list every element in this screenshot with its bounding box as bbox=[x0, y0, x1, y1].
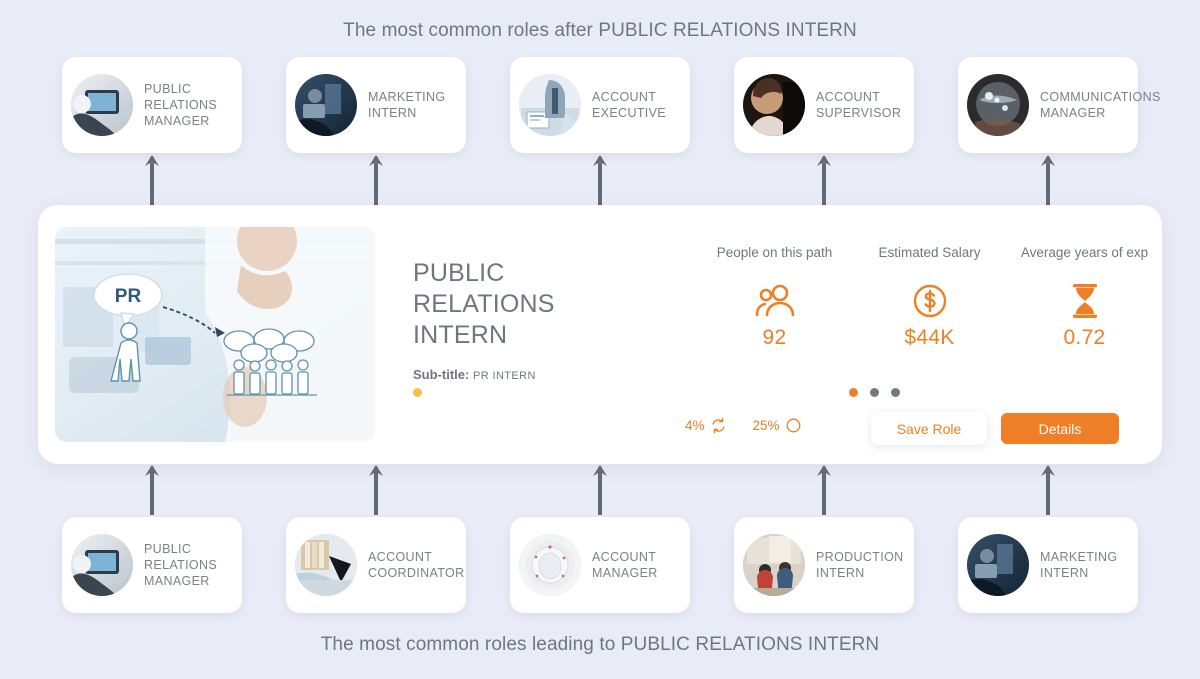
role-card-label: MARKETING INTERN bbox=[368, 90, 446, 120]
ring-icon bbox=[785, 417, 802, 434]
role-card-next-0[interactable]: PUBLIC RELATIONS MANAGER bbox=[62, 57, 242, 153]
pr-manager-photo bbox=[71, 534, 133, 596]
card-bottom-bar: 4% 25% bbox=[659, 412, 1162, 445]
role-card-prev-3[interactable]: PRODUCTION INTERN bbox=[734, 517, 914, 613]
connector-arrow-up-next-4 bbox=[958, 153, 1138, 205]
metric-share: 25% bbox=[753, 417, 802, 434]
role-card-next-1[interactable]: MARKETING INTERN bbox=[286, 57, 466, 153]
account-manager-photo bbox=[519, 534, 581, 596]
stat-average-years-of-exp: Average years of exp 0.72 bbox=[1007, 245, 1162, 350]
production-intern-photo bbox=[743, 534, 805, 596]
stat-estimated-salary: Estimated Salary $44K bbox=[852, 245, 1007, 350]
dollar-circle-icon bbox=[852, 280, 1007, 322]
role-card-label: PRODUCTION INTERN bbox=[816, 550, 904, 580]
role-card-label: ACCOUNT MANAGER bbox=[592, 550, 658, 580]
metric-growth: 4% bbox=[685, 417, 727, 434]
connector-arrow-up-prev-2 bbox=[510, 463, 690, 515]
cycle-icon bbox=[710, 417, 727, 434]
next-roles-connectors bbox=[62, 153, 1138, 205]
next-roles-row: PUBLIC RELATIONS MANAGER MARKETING INTER… bbox=[62, 57, 1160, 153]
carousel-pagination bbox=[849, 388, 900, 397]
role-card-label: PUBLIC RELATIONS MANAGER bbox=[144, 542, 218, 588]
stats-panel: People on this path 92 Estimated Salary bbox=[659, 205, 1162, 464]
svg-text:PR: PR bbox=[115, 286, 142, 307]
hourglass-icon bbox=[1007, 280, 1162, 322]
previous-roles-connectors bbox=[62, 463, 1138, 515]
metrics-group: 4% 25% bbox=[659, 417, 802, 434]
page-title-previous-roles: The most common roles leading to PUBLIC … bbox=[320, 634, 880, 655]
account-coordinator-photo bbox=[295, 534, 357, 596]
stat-value: $44K bbox=[904, 326, 955, 349]
connector-arrow-up-next-2 bbox=[510, 153, 690, 205]
card-actions: Save Role Details bbox=[871, 412, 1119, 445]
stat-label: People on this path bbox=[716, 245, 833, 260]
pr-manager-photo bbox=[71, 74, 133, 136]
subtitle-value: PR INTERN bbox=[472, 370, 536, 382]
connector-arrow-up-next-3 bbox=[734, 153, 914, 205]
role-card-label: MARKETING INTERN bbox=[1040, 550, 1118, 580]
marketing-intern-photo bbox=[967, 534, 1029, 596]
status-badge bbox=[413, 388, 422, 397]
role-card-prev-2[interactable]: ACCOUNT MANAGER bbox=[510, 517, 690, 613]
role-card-next-2[interactable]: ACCOUNT EXECUTIVE bbox=[510, 57, 690, 153]
communications-manager-photo bbox=[967, 74, 1029, 136]
account-executive-photo bbox=[519, 74, 581, 136]
subtitle-label: Sub-title: bbox=[413, 367, 470, 382]
current-role-card: PR PUBLIC RELATIONS IN bbox=[38, 205, 1162, 464]
pagination-dot-1[interactable] bbox=[870, 388, 879, 397]
current-role-title-block: PUBLIC RELATIONS INTERN Sub-title: PR IN… bbox=[375, 205, 659, 464]
role-card-label: PUBLIC RELATIONS MANAGER bbox=[144, 82, 218, 128]
role-card-prev-1[interactable]: ACCOUNT COORDINATOR bbox=[286, 517, 466, 613]
role-card-label: ACCOUNT SUPERVISOR bbox=[816, 90, 902, 120]
page-title-next-roles: The most common roles after PUBLIC RELAT… bbox=[343, 20, 857, 41]
connector-arrow-up-next-0 bbox=[62, 153, 242, 205]
stats-row: People on this path 92 Estimated Salary bbox=[659, 245, 1162, 350]
role-card-next-4[interactable]: COMMUNICATIONS MANAGER bbox=[958, 57, 1160, 153]
stat-label: Estimated Salary bbox=[878, 245, 981, 260]
subtitle-line: Sub-title: PR INTERN bbox=[413, 367, 659, 382]
public-relations-illustration: PR bbox=[55, 227, 375, 442]
people-icon bbox=[697, 280, 852, 322]
pagination-dot-2[interactable] bbox=[891, 388, 900, 397]
role-card-prev-0[interactable]: PUBLIC RELATIONS MANAGER bbox=[62, 517, 242, 613]
marketing-intern-photo bbox=[295, 74, 357, 136]
metric-value: 4% bbox=[685, 418, 705, 433]
stat-value: 0.72 bbox=[1063, 326, 1106, 349]
connector-arrow-up-next-1 bbox=[286, 153, 466, 205]
details-button[interactable]: Details bbox=[1001, 413, 1119, 444]
pagination-dot-0[interactable] bbox=[849, 388, 858, 397]
role-card-label: ACCOUNT EXECUTIVE bbox=[592, 90, 666, 120]
connector-arrow-up-prev-3 bbox=[734, 463, 914, 515]
account-supervisor-photo bbox=[743, 74, 805, 136]
connector-arrow-up-prev-0 bbox=[62, 463, 242, 515]
stat-people-on-this-path: People on this path 92 bbox=[697, 245, 852, 350]
page-title: PUBLIC RELATIONS INTERN bbox=[413, 259, 555, 349]
previous-roles-row: PUBLIC RELATIONS MANAGER ACCOUNT COORDIN… bbox=[62, 517, 1138, 613]
metric-value: 25% bbox=[752, 418, 780, 433]
connector-arrow-up-prev-4 bbox=[958, 463, 1138, 515]
role-card-label: ACCOUNT COORDINATOR bbox=[368, 550, 465, 580]
save-role-button[interactable]: Save Role bbox=[871, 412, 987, 445]
connector-arrow-up-prev-1 bbox=[286, 463, 466, 515]
role-card-prev-4[interactable]: MARKETING INTERN bbox=[958, 517, 1138, 613]
stat-label: Average years of exp bbox=[1020, 245, 1149, 260]
stat-value: 92 bbox=[762, 326, 787, 349]
role-card-next-3[interactable]: ACCOUNT SUPERVISOR bbox=[734, 57, 914, 153]
role-card-label: COMMUNICATIONS MANAGER bbox=[1040, 90, 1161, 120]
